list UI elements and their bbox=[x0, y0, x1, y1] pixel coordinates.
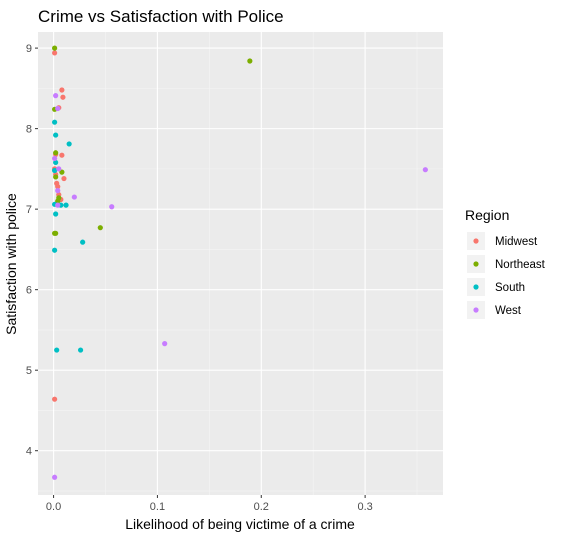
x-tick-label: 0.1 bbox=[150, 501, 165, 513]
data-point-south bbox=[52, 119, 58, 125]
y-axis-title: Satisfaction with police bbox=[3, 193, 19, 335]
y-tick-label: 8 bbox=[26, 124, 32, 136]
legend-swatch-south bbox=[473, 284, 479, 290]
legend-title: Region bbox=[465, 207, 509, 223]
y-tick-label: 7 bbox=[26, 204, 32, 216]
data-point-northeast bbox=[53, 230, 59, 236]
data-point-south bbox=[63, 202, 69, 208]
data-point-northeast bbox=[59, 169, 65, 175]
x-tick-label: 0.0 bbox=[46, 501, 61, 513]
data-point-midwest bbox=[59, 152, 65, 158]
legend-swatch-northeast bbox=[473, 261, 479, 267]
data-point-south bbox=[54, 347, 60, 353]
x-tick-label: 0.3 bbox=[357, 501, 372, 513]
data-point-west bbox=[55, 202, 61, 208]
data-point-west bbox=[55, 188, 61, 194]
data-point-west bbox=[56, 166, 62, 172]
legend: Region Midwest Northeast South West bbox=[465, 207, 546, 319]
data-point-west bbox=[55, 105, 61, 112]
legend-label-midwest: Midwest bbox=[495, 236, 538, 248]
data-point-south bbox=[52, 167, 58, 174]
data-point-northeast bbox=[53, 150, 59, 156]
data-point-south bbox=[77, 347, 84, 353]
data-point-northeast bbox=[52, 45, 58, 51]
data-point-west bbox=[71, 194, 77, 200]
chart-title: Crime vs Satisfaction with Police bbox=[38, 7, 284, 26]
data-point-south bbox=[53, 211, 59, 217]
data-point-midwest bbox=[59, 87, 65, 93]
x-tick-label: 0.2 bbox=[254, 501, 269, 513]
y-tick-label: 4 bbox=[26, 446, 32, 458]
legend-items: Midwest Northeast South West bbox=[467, 232, 546, 319]
data-point-midwest bbox=[52, 50, 58, 56]
data-point-midwest bbox=[52, 396, 58, 402]
data-point-west bbox=[53, 93, 59, 99]
legend-swatch-midwest bbox=[473, 238, 479, 244]
data-point-northeast bbox=[97, 225, 103, 231]
data-points bbox=[52, 45, 428, 480]
legend-label-south: South bbox=[495, 282, 525, 294]
legend-label-west: West bbox=[495, 305, 522, 317]
y-tick-label: 5 bbox=[26, 365, 32, 377]
data-point-west bbox=[162, 341, 168, 347]
legend-label-northeast: Northeast bbox=[495, 259, 546, 271]
x-axis-ticks: 0.0 0.1 0.2 0.3 bbox=[46, 495, 373, 513]
data-point-west bbox=[422, 167, 428, 173]
plot-panel bbox=[38, 32, 443, 495]
legend-swatch-west bbox=[473, 307, 479, 313]
data-point-west bbox=[52, 155, 58, 162]
data-point-west bbox=[109, 204, 115, 210]
data-point-south bbox=[80, 239, 86, 245]
data-point-northeast bbox=[247, 58, 253, 64]
data-point-midwest bbox=[55, 184, 61, 190]
data-point-midwest bbox=[60, 94, 66, 100]
data-point-south bbox=[52, 247, 58, 253]
data-point-midwest bbox=[61, 175, 67, 182]
data-point-south bbox=[53, 159, 59, 166]
data-point-south bbox=[66, 141, 72, 147]
x-axis-title: Likelihood of being victime of a crime bbox=[125, 516, 355, 532]
data-point-northeast bbox=[55, 198, 61, 204]
data-point-northeast bbox=[53, 174, 59, 180]
y-tick-label: 6 bbox=[26, 285, 32, 297]
data-point-west bbox=[52, 474, 58, 480]
minor-gridlines bbox=[38, 32, 443, 495]
y-axis-ticks: 4 5 6 7 8 9 bbox=[26, 43, 38, 458]
data-point-south bbox=[53, 132, 59, 138]
y-tick-label: 9 bbox=[26, 43, 32, 55]
